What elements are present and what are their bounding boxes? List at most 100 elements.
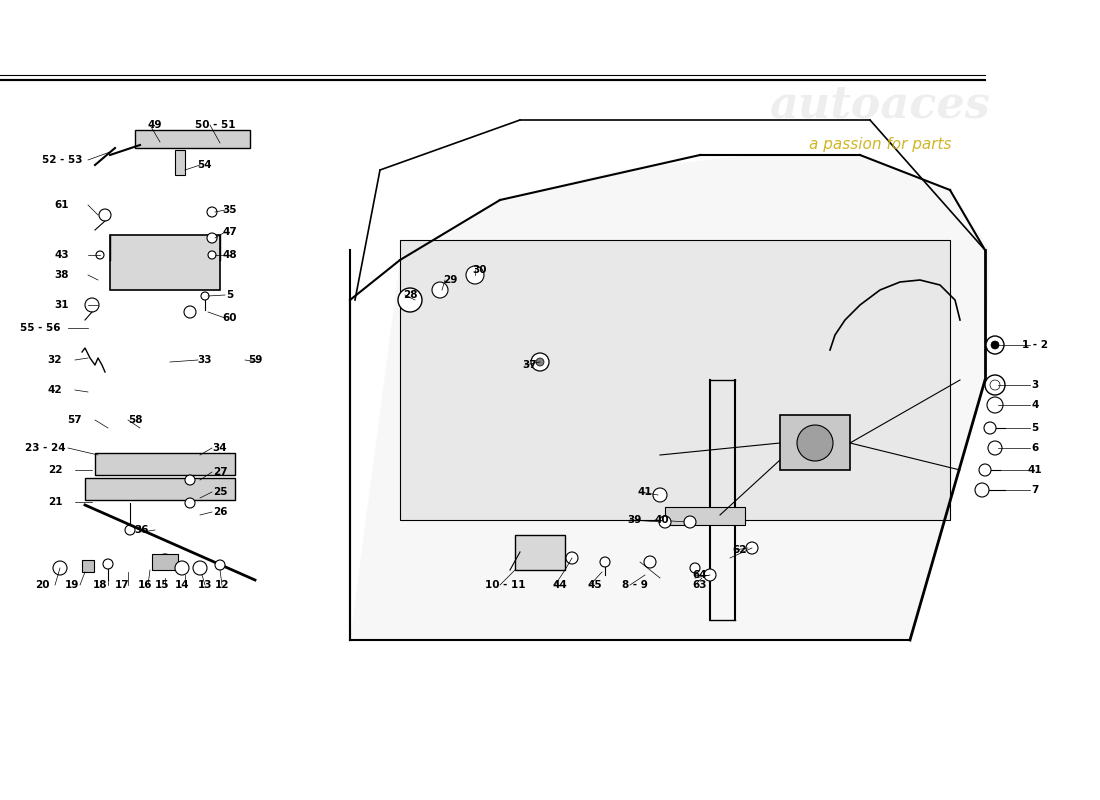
Text: 50 - 51: 50 - 51 bbox=[195, 120, 235, 130]
Circle shape bbox=[566, 552, 578, 564]
Text: 18: 18 bbox=[92, 580, 108, 590]
Text: 62: 62 bbox=[733, 545, 747, 555]
Text: 15: 15 bbox=[155, 580, 169, 590]
Text: 60: 60 bbox=[222, 313, 238, 323]
Circle shape bbox=[85, 298, 99, 312]
Circle shape bbox=[214, 560, 225, 570]
Circle shape bbox=[984, 422, 996, 434]
Bar bbox=[175, 150, 185, 175]
Circle shape bbox=[398, 288, 422, 312]
Text: 19: 19 bbox=[65, 580, 79, 590]
Text: 8 - 9: 8 - 9 bbox=[623, 580, 648, 590]
Text: a passion for parts: a passion for parts bbox=[808, 138, 952, 153]
Text: 63: 63 bbox=[693, 580, 707, 590]
Text: 42: 42 bbox=[47, 385, 63, 395]
Circle shape bbox=[600, 557, 610, 567]
Circle shape bbox=[690, 563, 700, 573]
Text: 34: 34 bbox=[212, 443, 228, 453]
Text: 21: 21 bbox=[47, 497, 63, 507]
Text: 41: 41 bbox=[1027, 465, 1043, 475]
Text: 45: 45 bbox=[587, 580, 603, 590]
Circle shape bbox=[798, 425, 833, 461]
Text: autoaces: autoaces bbox=[770, 83, 990, 126]
Text: 28: 28 bbox=[403, 290, 417, 300]
Circle shape bbox=[653, 488, 667, 502]
Bar bbox=[515, 535, 565, 570]
Bar bbox=[110, 235, 220, 290]
Text: 12: 12 bbox=[214, 580, 229, 590]
Text: 13: 13 bbox=[198, 580, 212, 590]
Text: 41: 41 bbox=[638, 487, 652, 497]
Text: 37: 37 bbox=[522, 360, 537, 370]
Circle shape bbox=[432, 282, 448, 298]
Circle shape bbox=[746, 542, 758, 554]
Circle shape bbox=[975, 483, 989, 497]
Circle shape bbox=[103, 559, 113, 569]
Bar bbox=[82, 560, 94, 572]
Text: 44: 44 bbox=[552, 580, 568, 590]
Bar bbox=[95, 453, 235, 475]
Text: 29: 29 bbox=[443, 275, 458, 285]
Text: 5: 5 bbox=[227, 290, 233, 300]
Text: 61: 61 bbox=[55, 200, 69, 210]
Text: 58: 58 bbox=[128, 415, 142, 425]
Text: 16: 16 bbox=[138, 580, 152, 590]
Text: 14: 14 bbox=[175, 580, 189, 590]
Text: 6: 6 bbox=[1032, 443, 1038, 453]
Text: 49: 49 bbox=[147, 120, 163, 130]
Text: 57: 57 bbox=[68, 415, 82, 425]
Circle shape bbox=[157, 554, 173, 570]
Text: 48: 48 bbox=[222, 250, 238, 260]
Circle shape bbox=[990, 380, 1000, 390]
Polygon shape bbox=[350, 155, 990, 640]
Circle shape bbox=[96, 251, 104, 259]
Circle shape bbox=[979, 464, 991, 476]
Text: 59: 59 bbox=[248, 355, 262, 365]
Bar bbox=[400, 240, 950, 520]
Circle shape bbox=[192, 561, 207, 575]
Bar bbox=[135, 130, 250, 148]
Text: 20: 20 bbox=[35, 580, 50, 590]
Circle shape bbox=[644, 556, 656, 568]
Bar bbox=[85, 478, 235, 500]
Circle shape bbox=[175, 561, 189, 575]
Text: 23 - 24: 23 - 24 bbox=[24, 443, 65, 453]
Circle shape bbox=[207, 233, 217, 243]
Circle shape bbox=[185, 475, 195, 485]
Bar bbox=[152, 554, 178, 570]
Text: 17: 17 bbox=[114, 580, 130, 590]
Text: 33: 33 bbox=[198, 355, 212, 365]
Text: 36: 36 bbox=[134, 525, 150, 535]
Circle shape bbox=[984, 375, 1005, 395]
Circle shape bbox=[185, 498, 195, 508]
Text: 4: 4 bbox=[1032, 400, 1038, 410]
Bar bbox=[666, 507, 745, 525]
Text: 52 - 53: 52 - 53 bbox=[42, 155, 82, 165]
Circle shape bbox=[987, 397, 1003, 413]
Text: 47: 47 bbox=[222, 227, 238, 237]
Circle shape bbox=[201, 292, 209, 300]
Text: 3: 3 bbox=[1032, 380, 1038, 390]
Text: 55 - 56: 55 - 56 bbox=[20, 323, 60, 333]
Circle shape bbox=[684, 516, 696, 528]
Text: 27: 27 bbox=[212, 467, 228, 477]
Text: 10 - 11: 10 - 11 bbox=[485, 580, 526, 590]
Circle shape bbox=[125, 525, 135, 535]
Text: 64: 64 bbox=[693, 570, 707, 580]
Text: 32: 32 bbox=[47, 355, 63, 365]
Text: 5: 5 bbox=[1032, 423, 1038, 433]
Circle shape bbox=[208, 251, 216, 259]
Text: 39: 39 bbox=[628, 515, 642, 525]
Text: 25: 25 bbox=[212, 487, 228, 497]
Text: 43: 43 bbox=[55, 250, 69, 260]
Circle shape bbox=[207, 207, 217, 217]
Text: 26: 26 bbox=[212, 507, 228, 517]
Text: 35: 35 bbox=[222, 205, 238, 215]
Circle shape bbox=[704, 569, 716, 581]
Text: 40: 40 bbox=[654, 515, 669, 525]
Circle shape bbox=[531, 353, 549, 371]
Circle shape bbox=[988, 441, 1002, 455]
Text: 54: 54 bbox=[198, 160, 212, 170]
Circle shape bbox=[53, 561, 67, 575]
Text: 30: 30 bbox=[473, 265, 487, 275]
